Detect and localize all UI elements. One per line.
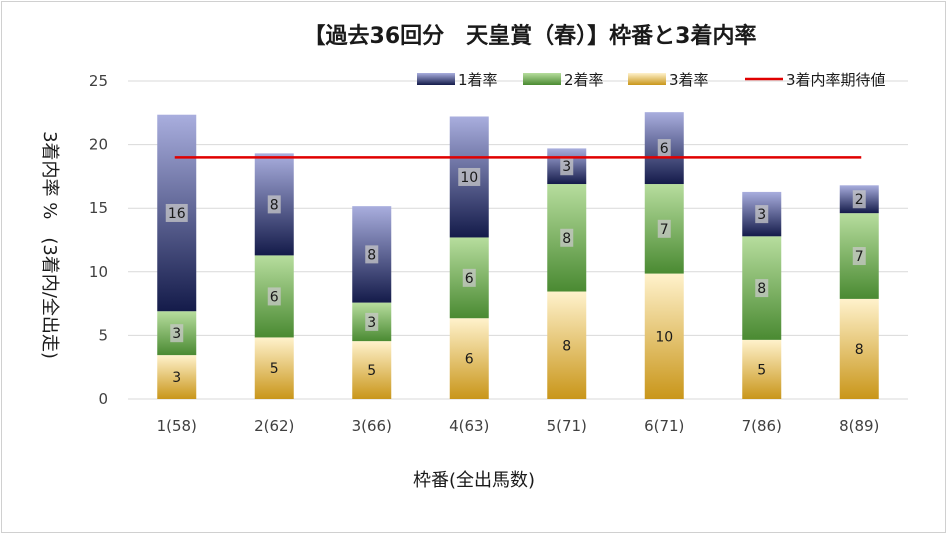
y-tick-label: 10 [89, 263, 108, 281]
data-label: 10 [655, 329, 673, 345]
bars [157, 112, 879, 399]
legend-label: 3着内率期待値 [786, 71, 886, 89]
legend: 1着率 2着率 3着率 3着内率期待値 [417, 71, 886, 89]
data-label-bg [165, 203, 188, 222]
legend-label: 3着率 [669, 71, 709, 89]
y-tick-label: 25 [89, 72, 108, 90]
data-label-bg [657, 219, 671, 238]
data-label: 5 [757, 362, 766, 378]
data-label: 3 [172, 326, 181, 342]
data-label: 6 [465, 271, 474, 287]
data-label: 2 [855, 192, 864, 208]
data-label: 8 [270, 197, 279, 213]
data-label: 3 [367, 315, 376, 331]
data-label-bg [365, 312, 379, 331]
bar-segment [839, 298, 879, 399]
x-tick-label: 7(86) [742, 417, 782, 435]
bar-segment [644, 273, 684, 399]
data-label: 3 [757, 207, 766, 223]
bar-segment [157, 355, 197, 399]
data-label-bg [560, 157, 574, 176]
data-label: 6 [465, 352, 474, 368]
x-tick-label: 8(89) [839, 417, 879, 435]
bar-segment [449, 318, 489, 399]
legend-swatch [523, 73, 561, 85]
data-label-bg [458, 167, 481, 186]
legend-label: 1着率 [458, 71, 498, 89]
bar-segment [547, 291, 587, 399]
data-label: 3 [172, 370, 181, 386]
x-axis-ticks: 1(58) 2(62) 3(66) 4(63) 5(71) 6(71) 7(86) 8(89) [157, 417, 880, 435]
data-label: 6 [270, 289, 279, 305]
y-axis-label: 3着内率 % (3着内/全出走) [39, 131, 60, 359]
data-label: 6 [660, 141, 669, 157]
data-label: 5 [367, 363, 376, 379]
y-tick-label: 20 [89, 136, 108, 154]
legend-swatch [417, 73, 455, 85]
data-label-bg [365, 245, 379, 264]
x-tick-label: 2(62) [254, 417, 294, 435]
data-label: 5 [270, 361, 279, 377]
data-label-bg [170, 324, 184, 343]
bar-segment [254, 337, 294, 399]
data-labels: 3 3 16 5 6 8 5 3 8 6 6 10 8 8 3 10 7 6 5 8 3 8 7 2 [165, 139, 866, 386]
data-label: 7 [855, 249, 864, 265]
bar-segment [742, 339, 782, 399]
y-tick-label: 0 [98, 390, 108, 408]
y-tick-label: 15 [89, 199, 108, 217]
data-label: 10 [460, 170, 478, 186]
y-axis-ticks: 0 5 10 15 20 25 [89, 72, 108, 408]
y-tick-label: 5 [98, 326, 108, 344]
data-label-bg [267, 287, 281, 306]
grid [128, 80, 908, 400]
x-tick-label: 3(66) [352, 417, 392, 435]
x-tick-label: 4(63) [449, 417, 489, 435]
data-label: 8 [562, 231, 571, 247]
data-label-bg [755, 205, 769, 224]
legend-label: 2着率 [564, 71, 604, 89]
data-label-bg [657, 139, 671, 158]
data-label-bg [267, 195, 281, 214]
x-tick-label: 6(71) [644, 417, 684, 435]
data-label-bg [462, 268, 476, 287]
data-label-bg [852, 247, 866, 266]
data-label: 16 [168, 206, 186, 222]
data-label: 8 [367, 247, 376, 263]
x-axis-label: 枠番(全出馬数) [413, 470, 535, 491]
data-label: 3 [562, 159, 571, 175]
x-tick-label: 1(58) [157, 417, 197, 435]
data-label-bg [560, 228, 574, 247]
x-tick-label: 5(71) [547, 417, 587, 435]
chart-title: 【過去36回分 天皇賞（春）】枠番と3着内率 [304, 23, 757, 49]
data-label-bg [755, 279, 769, 298]
data-label-bg [852, 190, 866, 209]
bar-segment [352, 341, 392, 399]
data-label: 8 [757, 281, 766, 297]
data-label: 7 [660, 222, 669, 238]
data-label: 8 [855, 342, 864, 358]
data-label: 8 [562, 338, 571, 354]
legend-swatch [628, 73, 666, 85]
